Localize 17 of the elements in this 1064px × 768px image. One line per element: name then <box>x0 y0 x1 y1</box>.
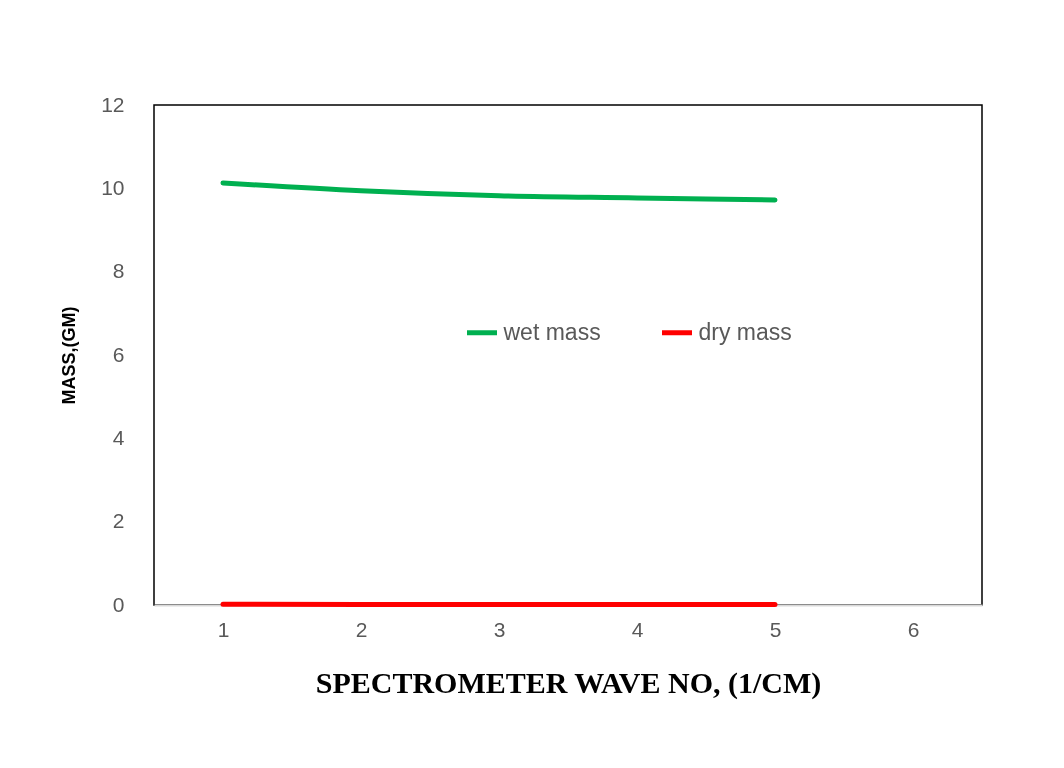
x-tick-label: 3 <box>493 617 506 641</box>
y-tick-label: 8 <box>112 259 125 283</box>
y-tick-label: 0 <box>112 592 125 616</box>
x-axis-title: SPECTROMETER WAVE NO, (1/CM) <box>315 665 822 700</box>
y-tick-label: 2 <box>112 509 125 533</box>
x-tick-label: 6 <box>907 617 920 641</box>
legend-label: wet mass <box>502 318 601 345</box>
x-tick-label: 2 <box>355 617 368 641</box>
y-tick-label: 6 <box>112 342 125 366</box>
legend-label: dry mass <box>698 318 792 345</box>
y-tick-label: 10 <box>101 175 125 199</box>
x-tick-label: 5 <box>769 617 782 641</box>
y-tick-label: 4 <box>112 425 125 449</box>
y-tick-label: 12 <box>101 92 125 116</box>
x-tick-label: 1 <box>217 617 230 641</box>
x-tick-label: 4 <box>631 617 644 641</box>
y-axis-title: MASS,(GM) <box>59 306 80 405</box>
